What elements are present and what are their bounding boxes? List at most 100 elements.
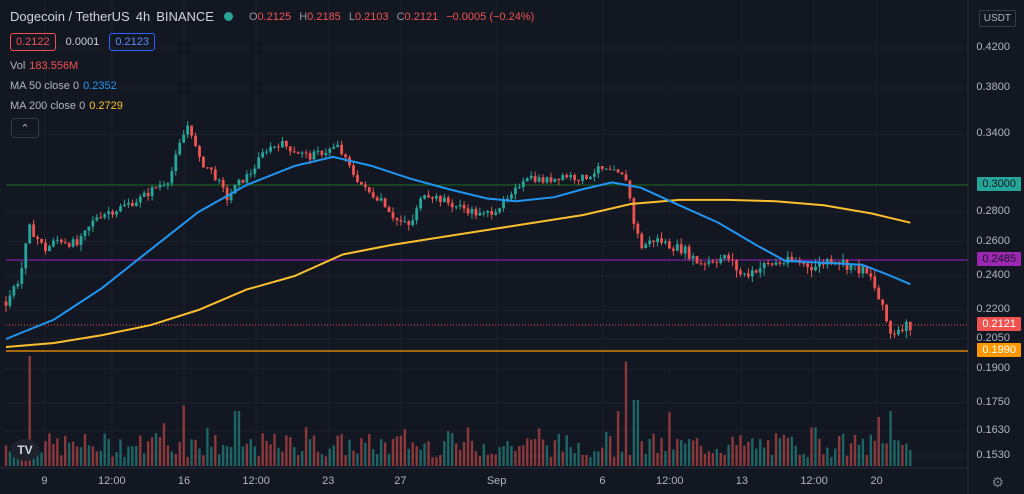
candle-body (687, 246, 691, 259)
volume-bar (462, 441, 466, 466)
time-tick-label: 12:00 (98, 475, 126, 487)
volume-bar (328, 448, 332, 466)
volume-bar (403, 429, 407, 466)
candle-body (202, 156, 205, 168)
symbol-name[interactable]: Dogecoin / TetherUS (10, 9, 130, 24)
volume-bar (735, 445, 738, 466)
candle-body (668, 241, 671, 249)
candle-body (233, 184, 237, 194)
indicator-volume-label: Vol (10, 60, 26, 72)
volume-bar (8, 451, 12, 466)
indicator-ma200[interactable]: MA 200 close 0 0.2729 (10, 100, 123, 112)
candle-body (308, 153, 312, 160)
volume-bar (703, 453, 707, 466)
candle-body (750, 270, 754, 277)
candle-body (766, 262, 770, 264)
time-tick-label: 27 (394, 475, 407, 487)
volume-bar (494, 454, 497, 466)
candle-body (367, 187, 371, 193)
candle-body (150, 187, 154, 197)
volume-bar (261, 433, 264, 466)
candle-body (774, 262, 778, 265)
volume-bar (241, 446, 245, 466)
candle-body (442, 197, 446, 203)
volume-bar (865, 454, 869, 466)
candle-body (383, 198, 387, 208)
price-change: −0.0005 (−0.24%) (446, 10, 535, 23)
volume-bar (640, 441, 643, 466)
candle-body (115, 211, 118, 215)
volume-bar (435, 457, 438, 466)
candle-body (253, 168, 257, 174)
candle-body (71, 239, 75, 247)
volume-bar (822, 454, 825, 466)
price-tick-label: 0.4200 (976, 41, 1010, 53)
volume-bar (751, 438, 754, 466)
volume-bar (620, 451, 624, 466)
indicator-ma50[interactable]: MA 50 close 0 0.2352 (10, 80, 117, 92)
volume-bar (107, 439, 110, 466)
candle-body (332, 146, 336, 149)
candle-body (296, 152, 300, 154)
volume-bar (281, 451, 284, 466)
volume-bar (178, 442, 181, 466)
ma200-line (5, 198, 911, 348)
candle-body (387, 207, 391, 213)
sell-price-button[interactable]: 0.2122 (10, 33, 56, 51)
volume-bar (312, 435, 316, 466)
volume-bar (687, 439, 691, 466)
candle-body (723, 255, 727, 259)
volume-bar (529, 439, 533, 466)
quote-box: 0.2122 0.0001 0.2123 (10, 33, 155, 51)
candle-body (482, 212, 486, 214)
gear-icon[interactable]: ⚙ (991, 474, 1004, 490)
volume-bar (83, 434, 87, 466)
chevron-up-icon[interactable]: ⌃ (11, 118, 39, 138)
time-tick-label: 16 (177, 475, 191, 487)
price-tick-label: 0.2800 (976, 205, 1010, 217)
candle-body (581, 174, 584, 181)
volume-bar (774, 433, 778, 466)
candle-body (458, 204, 462, 207)
candle-body (375, 197, 379, 201)
time-tick-label: 20 (870, 475, 883, 487)
volume-bar (652, 433, 655, 466)
candle-body (735, 260, 738, 271)
currency-unit-label[interactable]: USDT (978, 10, 1016, 27)
time-tick-label: 23 (322, 475, 335, 487)
volume-bar (150, 437, 154, 466)
ohlc-key-close: C (396, 10, 405, 23)
indicator-volume[interactable]: Vol 183.556M (10, 60, 78, 72)
tradingview-logo-icon[interactable]: TV (10, 439, 40, 461)
interval-label[interactable]: 4h (135, 9, 151, 24)
volume-bar (601, 447, 604, 466)
candle-body (95, 217, 99, 221)
candle-body (691, 256, 695, 259)
candle-body (154, 187, 158, 189)
candle-body (312, 151, 316, 160)
candle-body (502, 199, 505, 209)
volume-bar (395, 436, 399, 466)
volume-bar (407, 448, 410, 466)
buy-price-button[interactable]: 0.2123 (109, 33, 155, 51)
candle-body (8, 295, 12, 306)
candle-body (644, 244, 648, 249)
volume-bar (423, 443, 426, 466)
volume-bar (103, 433, 106, 466)
volume-bar (589, 457, 592, 466)
time-tick-label: 12:00 (800, 475, 828, 487)
candle-body (241, 179, 245, 183)
candle-body (32, 224, 36, 237)
volume-bar (368, 433, 371, 466)
volume-bar (905, 443, 908, 466)
candle-body (857, 264, 861, 274)
volume-bar (229, 447, 233, 466)
volume-bar (115, 451, 118, 466)
volume-bar (711, 453, 715, 466)
volume-bar (731, 436, 734, 466)
candle-body (103, 214, 107, 218)
symbol-header[interactable]: Dogecoin / TetherUS 4h BINANCE O0.2125 H… (10, 9, 534, 24)
volume-bar (245, 443, 249, 466)
